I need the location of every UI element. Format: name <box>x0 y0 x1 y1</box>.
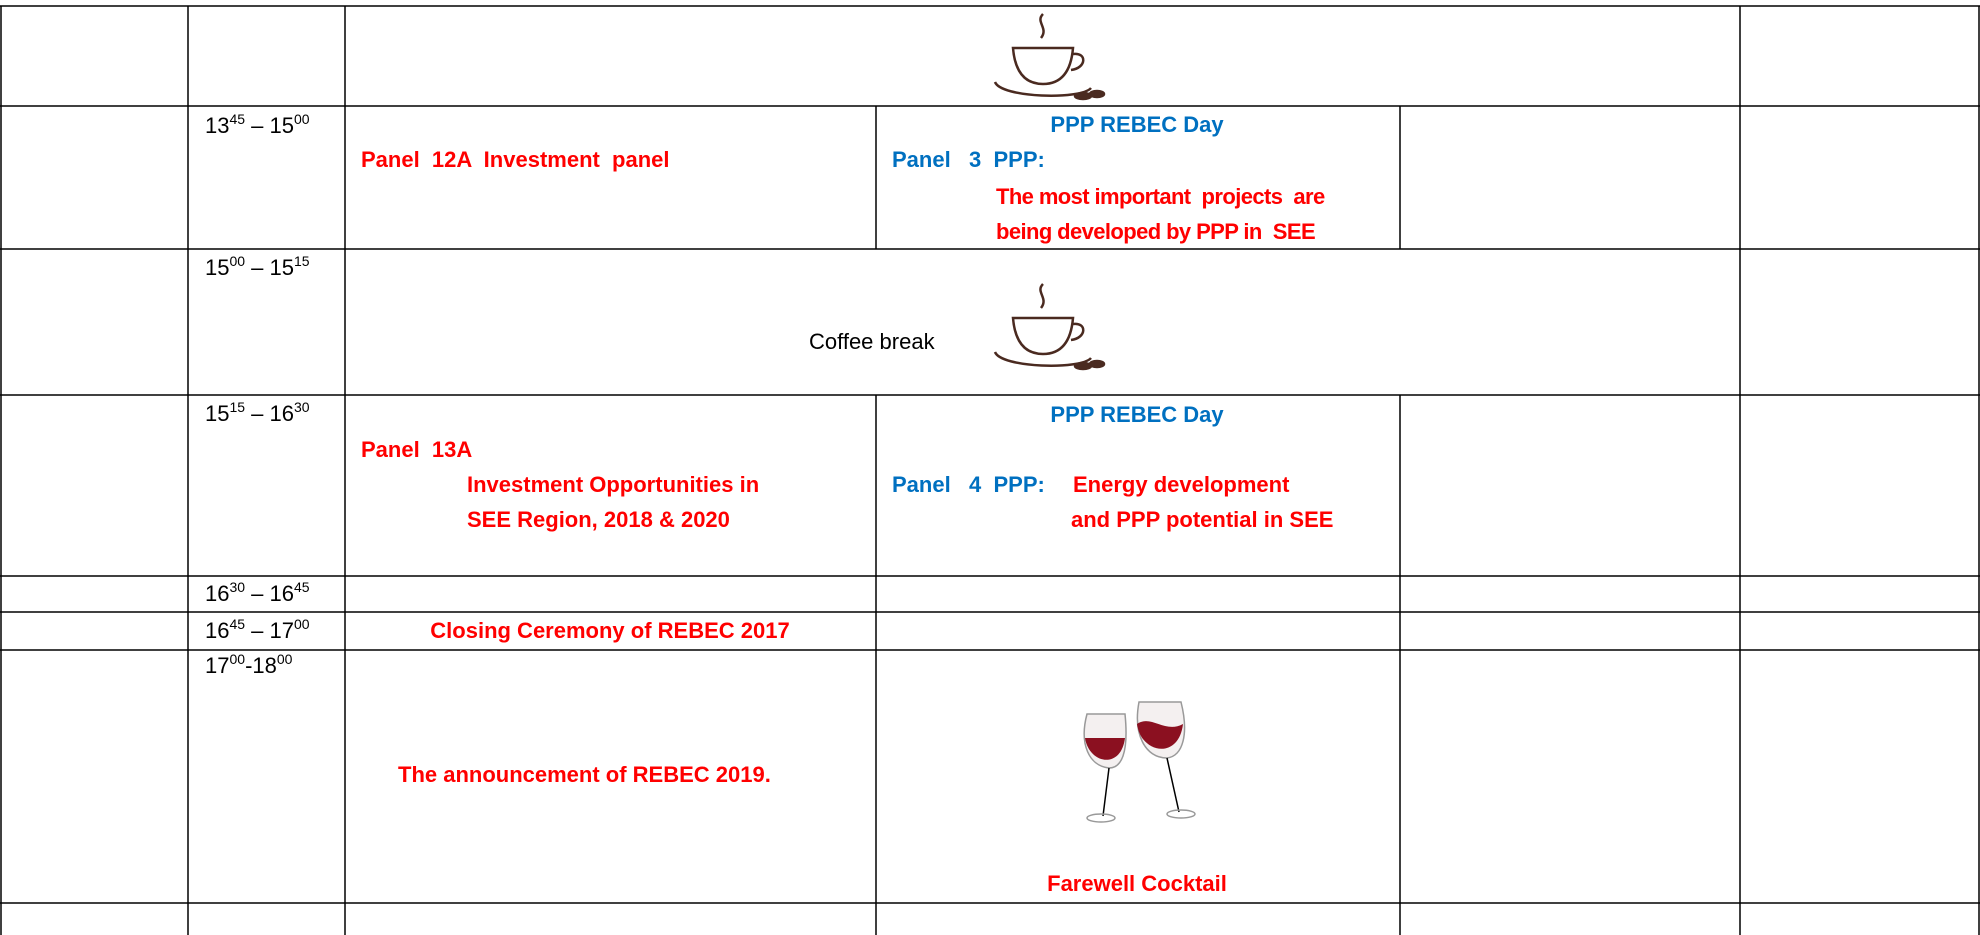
panel-title: Panel 12A Investment panel <box>361 146 670 174</box>
wine-glasses-icon <box>1084 702 1195 822</box>
panel-line: Energy development <box>1073 471 1289 499</box>
closing-title: Closing Ceremony of REBEC 2017 <box>430 617 789 645</box>
panel-title: Panel 4 PPP: <box>892 471 1045 499</box>
coffee-icon <box>995 284 1104 369</box>
panel-line: SEE Region, 2018 & 2020 <box>467 506 730 534</box>
time: 1700-1800 <box>205 652 292 680</box>
time: 1515 – 1630 <box>205 400 310 428</box>
table-grid <box>0 0 1980 935</box>
panel-line: Investment Opportunities in <box>467 471 759 499</box>
cocktail-label: Farewell Cocktail <box>1047 870 1227 898</box>
panel-line: and PPP potential in SEE <box>1071 506 1333 534</box>
page: {"rows": [ {"time": {"start": "13", "sta… <box>0 0 1980 935</box>
time: 1630 – 1645 <box>205 580 310 608</box>
panel-line: being developed by PPP in SEE <box>996 218 1315 246</box>
coffee-icon <box>995 14 1104 99</box>
time: 1500 – 1515 <box>205 254 310 282</box>
time: 1645 – 1700 <box>205 617 310 645</box>
panel-title: Panel 13A <box>361 436 472 464</box>
day-heading: PPP REBEC Day <box>1050 111 1223 139</box>
break-label: Coffee break <box>809 328 935 356</box>
panel-line: The most important projects are <box>996 183 1325 211</box>
announcement: The announcement of REBEC 2019. <box>398 761 771 789</box>
day-heading: PPP REBEC Day <box>1050 401 1223 429</box>
time: 1345 – 1500 <box>205 112 310 140</box>
panel-title: Panel 3 PPP: <box>892 146 1045 174</box>
